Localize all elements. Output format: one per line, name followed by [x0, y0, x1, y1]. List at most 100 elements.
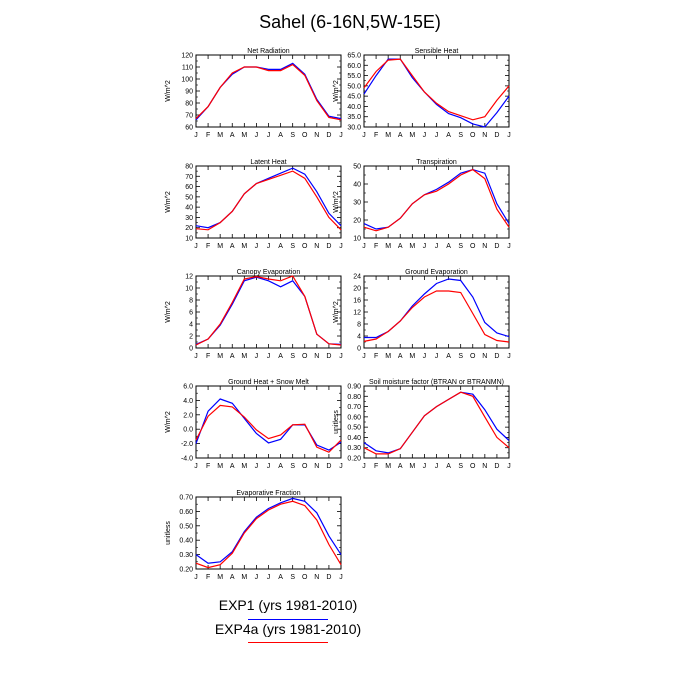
x-tick-label: M: [409, 353, 415, 360]
y-tick-label: 20: [353, 286, 361, 293]
x-tick-label: F: [206, 353, 210, 360]
x-tick-label: F: [206, 132, 210, 139]
y-tick-label: 16: [353, 298, 361, 305]
chart-title: Evaporative Fraction: [236, 490, 300, 497]
y-tick-label: 8: [357, 322, 361, 329]
x-tick-label: O: [302, 463, 308, 470]
x-tick-label: J: [267, 243, 271, 250]
x-tick-label: J: [194, 574, 198, 581]
x-tick-label: A: [230, 574, 235, 581]
y-tick-label: 100: [181, 77, 193, 84]
x-tick-label: M: [217, 353, 223, 360]
y-tick-label: 60: [185, 184, 193, 191]
y-tick-label: 0.50: [179, 523, 193, 530]
x-tick-label: J: [339, 243, 343, 250]
x-tick-label: J: [423, 132, 427, 139]
y-tick-label: 0.60: [179, 509, 193, 516]
y-tick-label: 45.0: [347, 94, 361, 101]
x-tick-label: M: [241, 132, 247, 139]
chart-title: Canopy Evaporation: [237, 269, 301, 276]
chart-title: Latent Heat: [250, 159, 286, 166]
y-tick-label: 12: [185, 274, 193, 281]
x-tick-label: A: [278, 574, 283, 581]
x-tick-label: F: [206, 463, 210, 470]
x-tick-label: J: [507, 243, 511, 250]
y-tick-label: 2.0: [183, 412, 193, 419]
x-tick-label: J: [362, 463, 366, 470]
series-line-exp1: [195, 497, 342, 564]
y-tick-label: 6.0: [183, 384, 193, 391]
y-axis-label: W/m^2: [165, 80, 172, 102]
series-line-exp1: [363, 58, 510, 128]
y-tick-label: 10: [185, 286, 193, 293]
y-tick-label: 0.70: [347, 404, 361, 411]
x-tick-label: J: [255, 463, 259, 470]
x-tick-label: J: [435, 463, 439, 470]
y-tick-label: 12: [353, 310, 361, 317]
chart-panel-8: Evaporative Fraction unitless 0.20 0.30 0.40…: [165, 490, 343, 581]
series-line-exp4a: [363, 58, 510, 121]
x-tick-label: F: [374, 243, 378, 250]
y-axis-label: unitless: [165, 521, 172, 545]
x-tick-label: A: [398, 243, 403, 250]
x-tick-label: J: [435, 132, 439, 139]
x-tick-label: M: [385, 243, 391, 250]
series-line-exp1: [195, 398, 342, 451]
x-tick-label: O: [302, 574, 308, 581]
x-tick-label: M: [385, 463, 391, 470]
y-tick-label: 0.20: [347, 456, 361, 463]
y-tick-label: 40: [353, 182, 361, 189]
x-tick-label: D: [494, 463, 499, 470]
x-tick-label: M: [409, 243, 415, 250]
series-line-exp4a: [363, 290, 510, 343]
y-tick-label: 30: [185, 215, 193, 222]
x-tick-label: J: [507, 353, 511, 360]
x-tick-label: M: [409, 463, 415, 470]
y-tick-label: 4: [189, 322, 193, 329]
x-tick-label: J: [339, 574, 343, 581]
x-tick-label: J: [339, 132, 343, 139]
legend-line-exp1: [248, 619, 328, 620]
x-tick-label: M: [241, 243, 247, 250]
x-tick-label: A: [230, 132, 235, 139]
x-tick-label: J: [255, 132, 259, 139]
x-tick-label: J: [267, 132, 271, 139]
y-tick-label: 10: [353, 236, 361, 243]
y-tick-label: 0: [357, 346, 361, 353]
series-line-exp1: [364, 278, 510, 339]
x-tick-label: J: [423, 243, 427, 250]
y-tick-label: 60: [185, 125, 193, 132]
x-tick-label: O: [302, 353, 308, 360]
page-title: Sahel (6-16N,5W-15E): [259, 12, 441, 32]
x-tick-label: F: [374, 353, 378, 360]
x-tick-label: N: [314, 243, 319, 250]
y-tick-label: 35.0: [347, 114, 361, 121]
x-tick-label: D: [326, 353, 331, 360]
y-tick-label: 0.30: [179, 552, 193, 559]
chart-title: Ground Heat + Snow Melt: [228, 379, 309, 386]
x-tick-label: N: [482, 463, 487, 470]
x-tick-label: S: [290, 574, 295, 581]
y-axis-label: W/m^2: [165, 301, 172, 323]
x-tick-label: A: [446, 243, 451, 250]
series-line-exp1: [195, 167, 342, 229]
x-tick-label: A: [230, 463, 235, 470]
y-tick-label: 10: [185, 236, 193, 243]
y-tick-label: 0.20: [179, 567, 193, 574]
y-tick-label: 0: [189, 346, 193, 353]
y-axis-label: W/m^2: [333, 80, 340, 102]
x-tick-label: J: [362, 132, 366, 139]
y-tick-label: 8: [189, 298, 193, 305]
x-tick-label: N: [314, 132, 319, 139]
y-tick-label: 70: [185, 174, 193, 181]
x-tick-label: S: [458, 243, 463, 250]
series-line-exp4a: [195, 170, 342, 231]
y-tick-label: 50.0: [347, 83, 361, 90]
x-tick-label: A: [278, 353, 283, 360]
plot-frame: [195, 385, 342, 459]
